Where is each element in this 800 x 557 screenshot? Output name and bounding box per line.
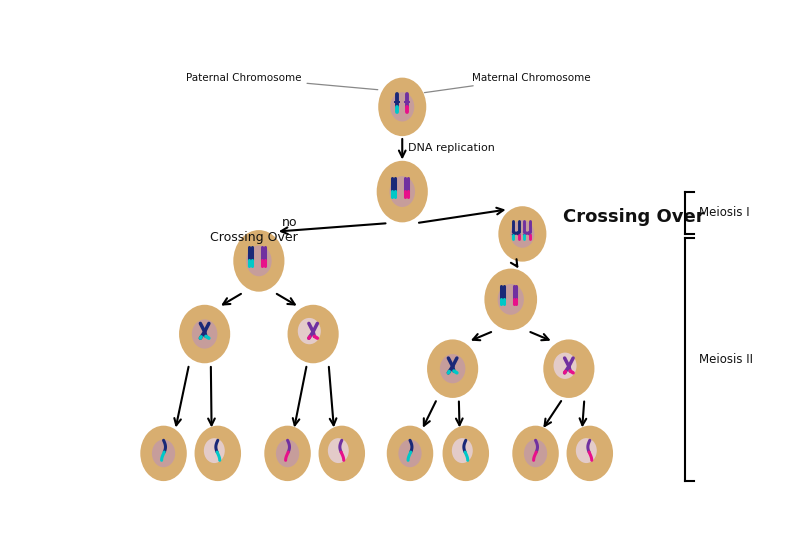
Ellipse shape [246, 246, 272, 276]
Ellipse shape [510, 220, 534, 248]
Text: Crossing Over: Crossing Over [562, 208, 704, 226]
Ellipse shape [442, 426, 489, 481]
Ellipse shape [287, 305, 338, 363]
Ellipse shape [378, 77, 426, 136]
Text: Meiosis I: Meiosis I [699, 206, 750, 219]
Ellipse shape [543, 339, 594, 398]
Ellipse shape [485, 268, 537, 330]
Ellipse shape [512, 426, 558, 481]
Ellipse shape [554, 353, 577, 379]
Ellipse shape [390, 92, 414, 121]
Ellipse shape [566, 426, 613, 481]
Ellipse shape [440, 354, 466, 383]
Ellipse shape [452, 438, 473, 463]
Text: Maternal Chromosome: Maternal Chromosome [424, 72, 590, 92]
Ellipse shape [398, 439, 422, 467]
Text: Meiosis II: Meiosis II [699, 353, 753, 366]
Text: Paternal Chromosome: Paternal Chromosome [186, 72, 378, 90]
Ellipse shape [194, 426, 241, 481]
Ellipse shape [140, 426, 187, 481]
Ellipse shape [152, 439, 175, 467]
Text: no
Crossing Over: no Crossing Over [210, 216, 298, 244]
Ellipse shape [576, 438, 597, 463]
Ellipse shape [264, 426, 310, 481]
Ellipse shape [390, 176, 415, 207]
Ellipse shape [192, 319, 218, 349]
Ellipse shape [328, 438, 349, 463]
Ellipse shape [427, 339, 478, 398]
Ellipse shape [276, 439, 299, 467]
Ellipse shape [377, 161, 428, 222]
Ellipse shape [524, 439, 547, 467]
Ellipse shape [179, 305, 230, 363]
Text: DNA replication: DNA replication [408, 144, 494, 154]
Ellipse shape [386, 426, 434, 481]
Ellipse shape [298, 318, 321, 344]
Ellipse shape [498, 284, 524, 315]
Ellipse shape [204, 438, 225, 463]
Ellipse shape [498, 206, 546, 262]
Ellipse shape [318, 426, 365, 481]
Ellipse shape [234, 230, 285, 292]
